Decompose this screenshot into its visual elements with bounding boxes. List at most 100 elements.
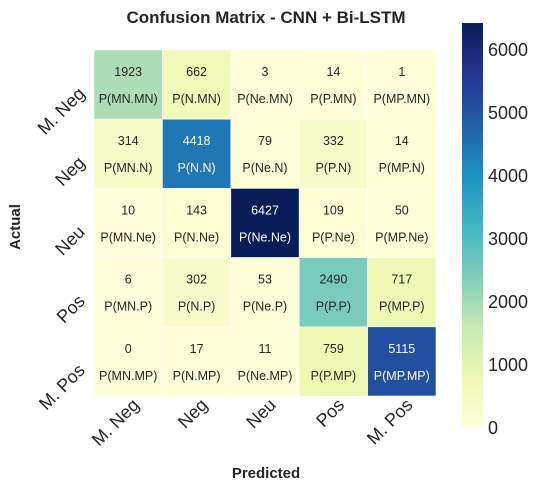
cell-label: P(MP.Ne) — [375, 230, 428, 244]
x-tick-label: Pos — [312, 395, 348, 431]
y-tick-label: Neu — [51, 222, 88, 259]
heatmap-cell — [230, 257, 300, 328]
cell-label: P(MN.MN) — [99, 92, 158, 106]
cell-value: 3 — [262, 65, 269, 79]
cell-label: P(MP.MN) — [373, 92, 430, 106]
heatmap-cell — [162, 257, 232, 328]
cell-label: P(Ne.Ne) — [239, 230, 291, 244]
cell-label: P(N.Ne) — [174, 230, 219, 244]
cell-value: 14 — [395, 134, 409, 148]
x-tick-labels: M. Neg Neg Neu Pos M. Pos — [88, 395, 417, 450]
cell-value: 6427 — [251, 203, 279, 217]
colorbar-tick-label: 5000 — [488, 103, 528, 123]
y-tick-label: M. Neg — [34, 83, 89, 138]
y-tick-label: Neg — [51, 152, 88, 189]
cell-value: 53 — [258, 273, 272, 287]
x-tick-label: M. Pos — [363, 395, 417, 449]
cell-label: P(Ne.N) — [242, 161, 287, 175]
heatmap-cell — [93, 257, 163, 328]
heatmap-cell — [93, 188, 163, 258]
y-tick-labels: M. Neg Neg Neu Pos M. Pos — [34, 83, 89, 414]
heatmap-cell — [298, 188, 368, 258]
heatmap-cell — [93, 118, 163, 189]
cell-value: 2490 — [319, 273, 347, 287]
cell-label: P(MP.P) — [379, 300, 425, 314]
cell-value: 50 — [395, 203, 409, 217]
cell-label: P(N.MN) — [172, 92, 221, 106]
cell-value: 5115 — [388, 342, 415, 356]
cell-value: 143 — [186, 203, 207, 217]
cell-value: 662 — [186, 65, 207, 79]
cell-label: P(N.MP) — [173, 369, 221, 383]
heatmap-cell — [298, 326, 368, 397]
heatmap-cell — [162, 49, 232, 120]
heatmap-cell — [367, 188, 437, 258]
y-tick-label: Pos — [53, 291, 89, 327]
cell-value: 17 — [190, 342, 204, 356]
cell-value: 302 — [186, 273, 207, 287]
cell-value: 717 — [391, 273, 412, 287]
cell-label: P(MN.MP) — [99, 369, 157, 383]
colorbar-tick-label: 2000 — [488, 292, 528, 312]
cell-label: P(P.Ne) — [312, 230, 355, 244]
cell-label: P(MP.N) — [379, 161, 425, 175]
heatmap-cell — [367, 118, 437, 189]
x-axis-label: Predicted — [232, 465, 300, 482]
heatmap-cell — [162, 118, 232, 189]
cell-value: 14 — [326, 65, 340, 79]
colorbar-tick-label: 1000 — [488, 355, 528, 375]
heatmap-cell — [93, 49, 163, 120]
x-tick-label: M. Neg — [88, 395, 143, 450]
heatmap-cell — [230, 118, 300, 189]
heatmap-cell — [230, 49, 300, 120]
cell-label: P(P.MP) — [311, 369, 357, 383]
cell-value: 109 — [323, 203, 344, 217]
cell-value: 11 — [259, 342, 272, 356]
colorbar-tick-label: 4000 — [488, 166, 528, 186]
cell-label: P(P.P) — [316, 300, 351, 314]
colorbar-ticks: 0 1000 2000 3000 4000 5000 6000 — [488, 40, 528, 438]
y-axis-label: Actual — [7, 204, 24, 250]
x-tick-label: Neg — [174, 395, 211, 432]
cell-value: 10 — [121, 203, 135, 217]
colorbar-tick-label: 3000 — [488, 229, 528, 249]
heatmap-cell — [93, 326, 163, 397]
heatmap-cell — [230, 188, 300, 258]
cell-label: P(MN.Ne) — [100, 230, 156, 244]
heatmap-cell — [230, 326, 300, 397]
cell-value: 6 — [125, 273, 132, 287]
heatmap-cell — [298, 257, 368, 328]
cell-value: 4418 — [183, 134, 211, 148]
heatmap-cell — [367, 326, 437, 397]
heatmap-cell — [367, 257, 437, 328]
cell-label: P(MN.P) — [104, 300, 152, 314]
colorbar-tick-label: 6000 — [488, 40, 528, 60]
colorbar — [462, 23, 483, 428]
cell-value: 79 — [258, 134, 272, 148]
heatmap-cell — [162, 188, 232, 258]
cell-label: P(P.MN) — [310, 92, 356, 106]
cell-value: 1 — [398, 65, 405, 79]
x-tick-label: Neu — [242, 395, 279, 432]
cell-label: P(Ne.P) — [243, 300, 287, 314]
heatmap-cells: 1923 P(MN.MN) 662 P(N.MN) 3 P(Ne.MN) 14 P(P.MN)… — [93, 49, 437, 397]
heatmap-cell — [298, 49, 368, 120]
cell-label: P(P.N) — [315, 161, 351, 175]
cell-label: P(Ne.MP) — [238, 369, 293, 383]
cell-label: P(MP.MP) — [374, 369, 430, 383]
heatmap-cell — [162, 326, 232, 397]
heatmap-cell — [367, 49, 437, 120]
cell-value: 759 — [323, 342, 344, 356]
cell-label: P(Ne.MN) — [237, 92, 293, 106]
cell-value: 1923 — [114, 65, 142, 79]
cell-label: P(N.P) — [178, 300, 216, 314]
cell-value: 314 — [118, 134, 139, 148]
cell-label: P(MN.N) — [104, 161, 153, 175]
colorbar-tick-label: 0 — [488, 418, 498, 438]
y-tick-label: M. Pos — [35, 360, 89, 414]
heatmap-cell — [298, 118, 368, 189]
chart-title: Confusion Matrix - CNN + Bi-LSTM — [126, 8, 405, 27]
cell-value: 0 — [125, 342, 132, 356]
cell-value: 332 — [323, 134, 344, 148]
